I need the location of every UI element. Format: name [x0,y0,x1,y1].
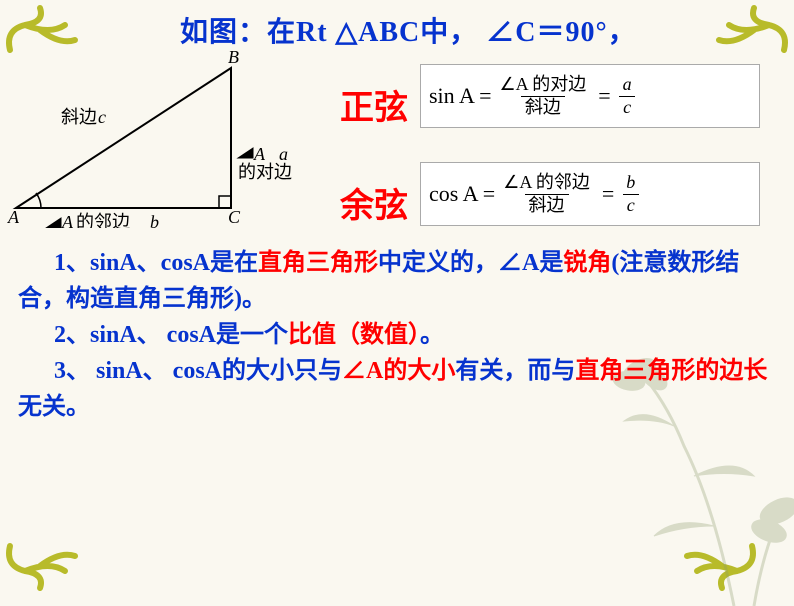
title-seg3: 中， ∠ [420,17,515,48]
note-2: 2、sinA、 cosA是一个比值（数值）。 [18,317,778,353]
adj-side-label: A 的邻边 b [46,212,159,228]
cos-lhs: cos A = [429,181,495,207]
cos-den: 斜边 [525,194,569,217]
cos-rhs-den: c [623,194,639,217]
sin-rhs-num: a [619,74,636,96]
sin-den: 斜边 [521,96,565,119]
title-seg2: Rt △ABC [296,17,420,48]
hyp-label: 斜边 [61,107,97,127]
svg-text:a: a [279,144,288,164]
svg-text:的邻边: 的邻边 [76,212,130,228]
svg-text:的对边: 的对边 [238,162,292,182]
title-seg5: ＝ [536,17,565,48]
opp-side-label: A 的对边 a [238,144,292,182]
sine-formula: sin A = ∠A 的对边 斜边 = a c [420,64,760,128]
vertex-c-label: C [228,207,241,227]
svg-text:A: A [253,144,266,164]
svg-text:A: A [61,212,74,228]
sin-rhs-den: c [619,96,635,119]
sine-term: 正弦 [340,80,408,129]
note-1: 1、sinA、cosA是在直角三角形中定义的，∠A是锐角(注意数形结合，构造直角… [18,245,778,317]
sin-num: ∠A 的对边 [496,74,591,96]
title-seg1: 如图：在 [180,17,296,48]
notes-block: 1、sinA、cosA是在直角三角形中定义的，∠A是锐角(注意数形结合，构造直角… [18,245,778,425]
cosine-term: 余弦 [340,178,408,227]
cos-rhs-num: b [622,172,639,194]
triangle-diagram: A B C 斜边 c A 的对边 a A 的邻边 b [6,48,296,228]
sin-lhs: sin A = [429,83,492,109]
title-seg6: 90° [565,17,607,48]
title-seg4: C [515,17,536,48]
cosine-formula: cos A = ∠A 的邻边 斜边 = b c [420,162,760,226]
hyp-var: c [98,107,106,127]
vertex-a-label: A [7,207,20,227]
cos-num: ∠A 的邻边 [499,172,594,194]
title-seg7: ， [608,17,637,48]
vertex-b-label: B [228,48,239,67]
svg-text:b: b [150,212,159,228]
note-3: 3、 sinA、 cosA的大小只与∠A的大小有关，而与直角三角形的边长无关。 [18,353,778,425]
slide-title: 如图：在Rt △ABC中， ∠C＝90°， [180,10,740,50]
corner-decor-bl [0,536,80,596]
